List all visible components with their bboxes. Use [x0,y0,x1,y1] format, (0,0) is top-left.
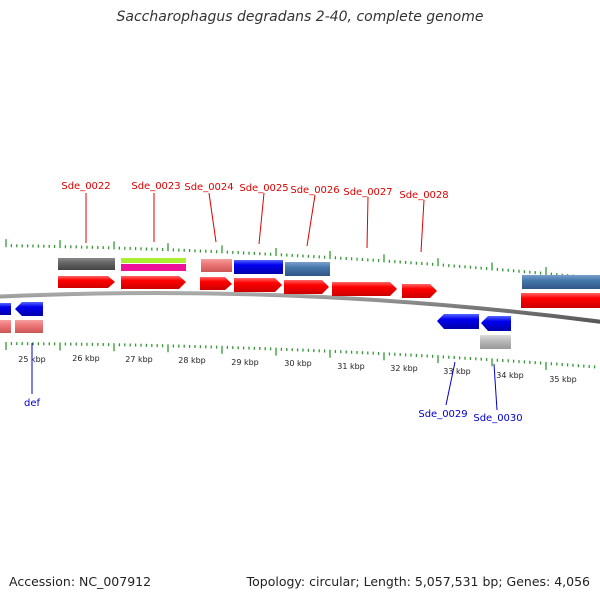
gene-label-sde-0029[interactable]: Sde_0029 [418,409,467,420]
cds-arrow-offscreen-left[interactable] [0,303,11,315]
genome-backbone [0,290,600,324]
feature-block-sde-0025[interactable] [234,260,283,274]
gene-label-sde-0026[interactable]: Sde_0026 [290,185,339,196]
scale-labels: 25 kbp 26 kbp 27 kbp 28 kbp 29 kbp 30 kbp 31 k… [18,354,577,384]
cds-arrow-sde-0025[interactable] [234,278,282,292]
scale-label: 32 kbp [390,364,418,373]
feature-band-sde-0023-magenta[interactable] [121,264,186,271]
accession-text: Accession: NC_007912 [9,574,152,589]
inner-tick-ring [5,342,596,370]
scale-label: 29 kbp [231,358,259,367]
cds-block-offscreen-right[interactable] [521,293,600,308]
gene-labels: Sde_0022 Sde_0023 Sde_0024 Sde_0025 Sde_… [24,181,523,424]
scale-label: 33 kbp [443,367,471,376]
forward-feature-track [58,258,600,289]
feature-block-sde-0022[interactable] [58,258,115,270]
cds-arrow-sde-0026[interactable] [284,280,329,294]
feature-block-sde-0024[interactable] [201,259,232,272]
reverse-cds-track [0,302,511,331]
gene-label-def[interactable]: def [24,398,41,409]
feature-block-offscreen-left[interactable] [0,320,11,333]
scale-label: 30 kbp [284,359,312,368]
scale-label: 28 kbp [178,356,206,365]
scale-label: 35 kbp [549,375,577,384]
scale-label: 27 kbp [125,355,153,364]
cds-arrow-sde-0024[interactable] [200,277,232,290]
cds-arrow-sde-0022[interactable] [58,276,115,288]
feature-block-sde-0026[interactable] [285,262,330,276]
cds-arrow-sde-0027[interactable] [332,282,397,296]
genome-summary-text: Topology: circular; Length: 5,057,531 bp… [246,574,590,589]
gene-label-sde-0024[interactable]: Sde_0024 [184,182,233,193]
gene-label-sde-0028[interactable]: Sde_0028 [399,190,448,201]
outer-tick-ring [5,239,596,280]
map-title: Saccharophagus degradans 2-40, complete … [116,9,484,25]
cds-arrow-sde-0023[interactable] [121,276,186,289]
reverse-feature-track [0,320,511,349]
gene-label-sde-0025[interactable]: Sde_0025 [239,183,288,194]
feature-block-offscreen-right[interactable] [522,275,600,289]
feature-block-def[interactable] [15,320,43,333]
cds-arrow-sde-0030[interactable] [481,316,511,331]
cds-arrow-def[interactable] [15,302,43,316]
label-leader-lines [31,192,498,411]
gene-label-sde-0022[interactable]: Sde_0022 [61,181,110,192]
feature-block-sde-0030[interactable] [480,335,511,349]
cds-arrow-sde-0029[interactable] [437,314,479,329]
scale-label: 31 kbp [337,362,365,371]
scale-label: 26 kbp [72,354,100,363]
forward-cds-track [58,276,600,308]
cds-arrow-sde-0028[interactable] [402,284,437,298]
feature-band-sde-0023-green[interactable] [121,258,186,263]
gene-label-sde-0027[interactable]: Sde_0027 [343,187,392,198]
gene-label-sde-0023[interactable]: Sde_0023 [131,181,180,192]
gene-label-sde-0030[interactable]: Sde_0030 [473,413,522,424]
scale-label: 34 kbp [496,371,524,380]
